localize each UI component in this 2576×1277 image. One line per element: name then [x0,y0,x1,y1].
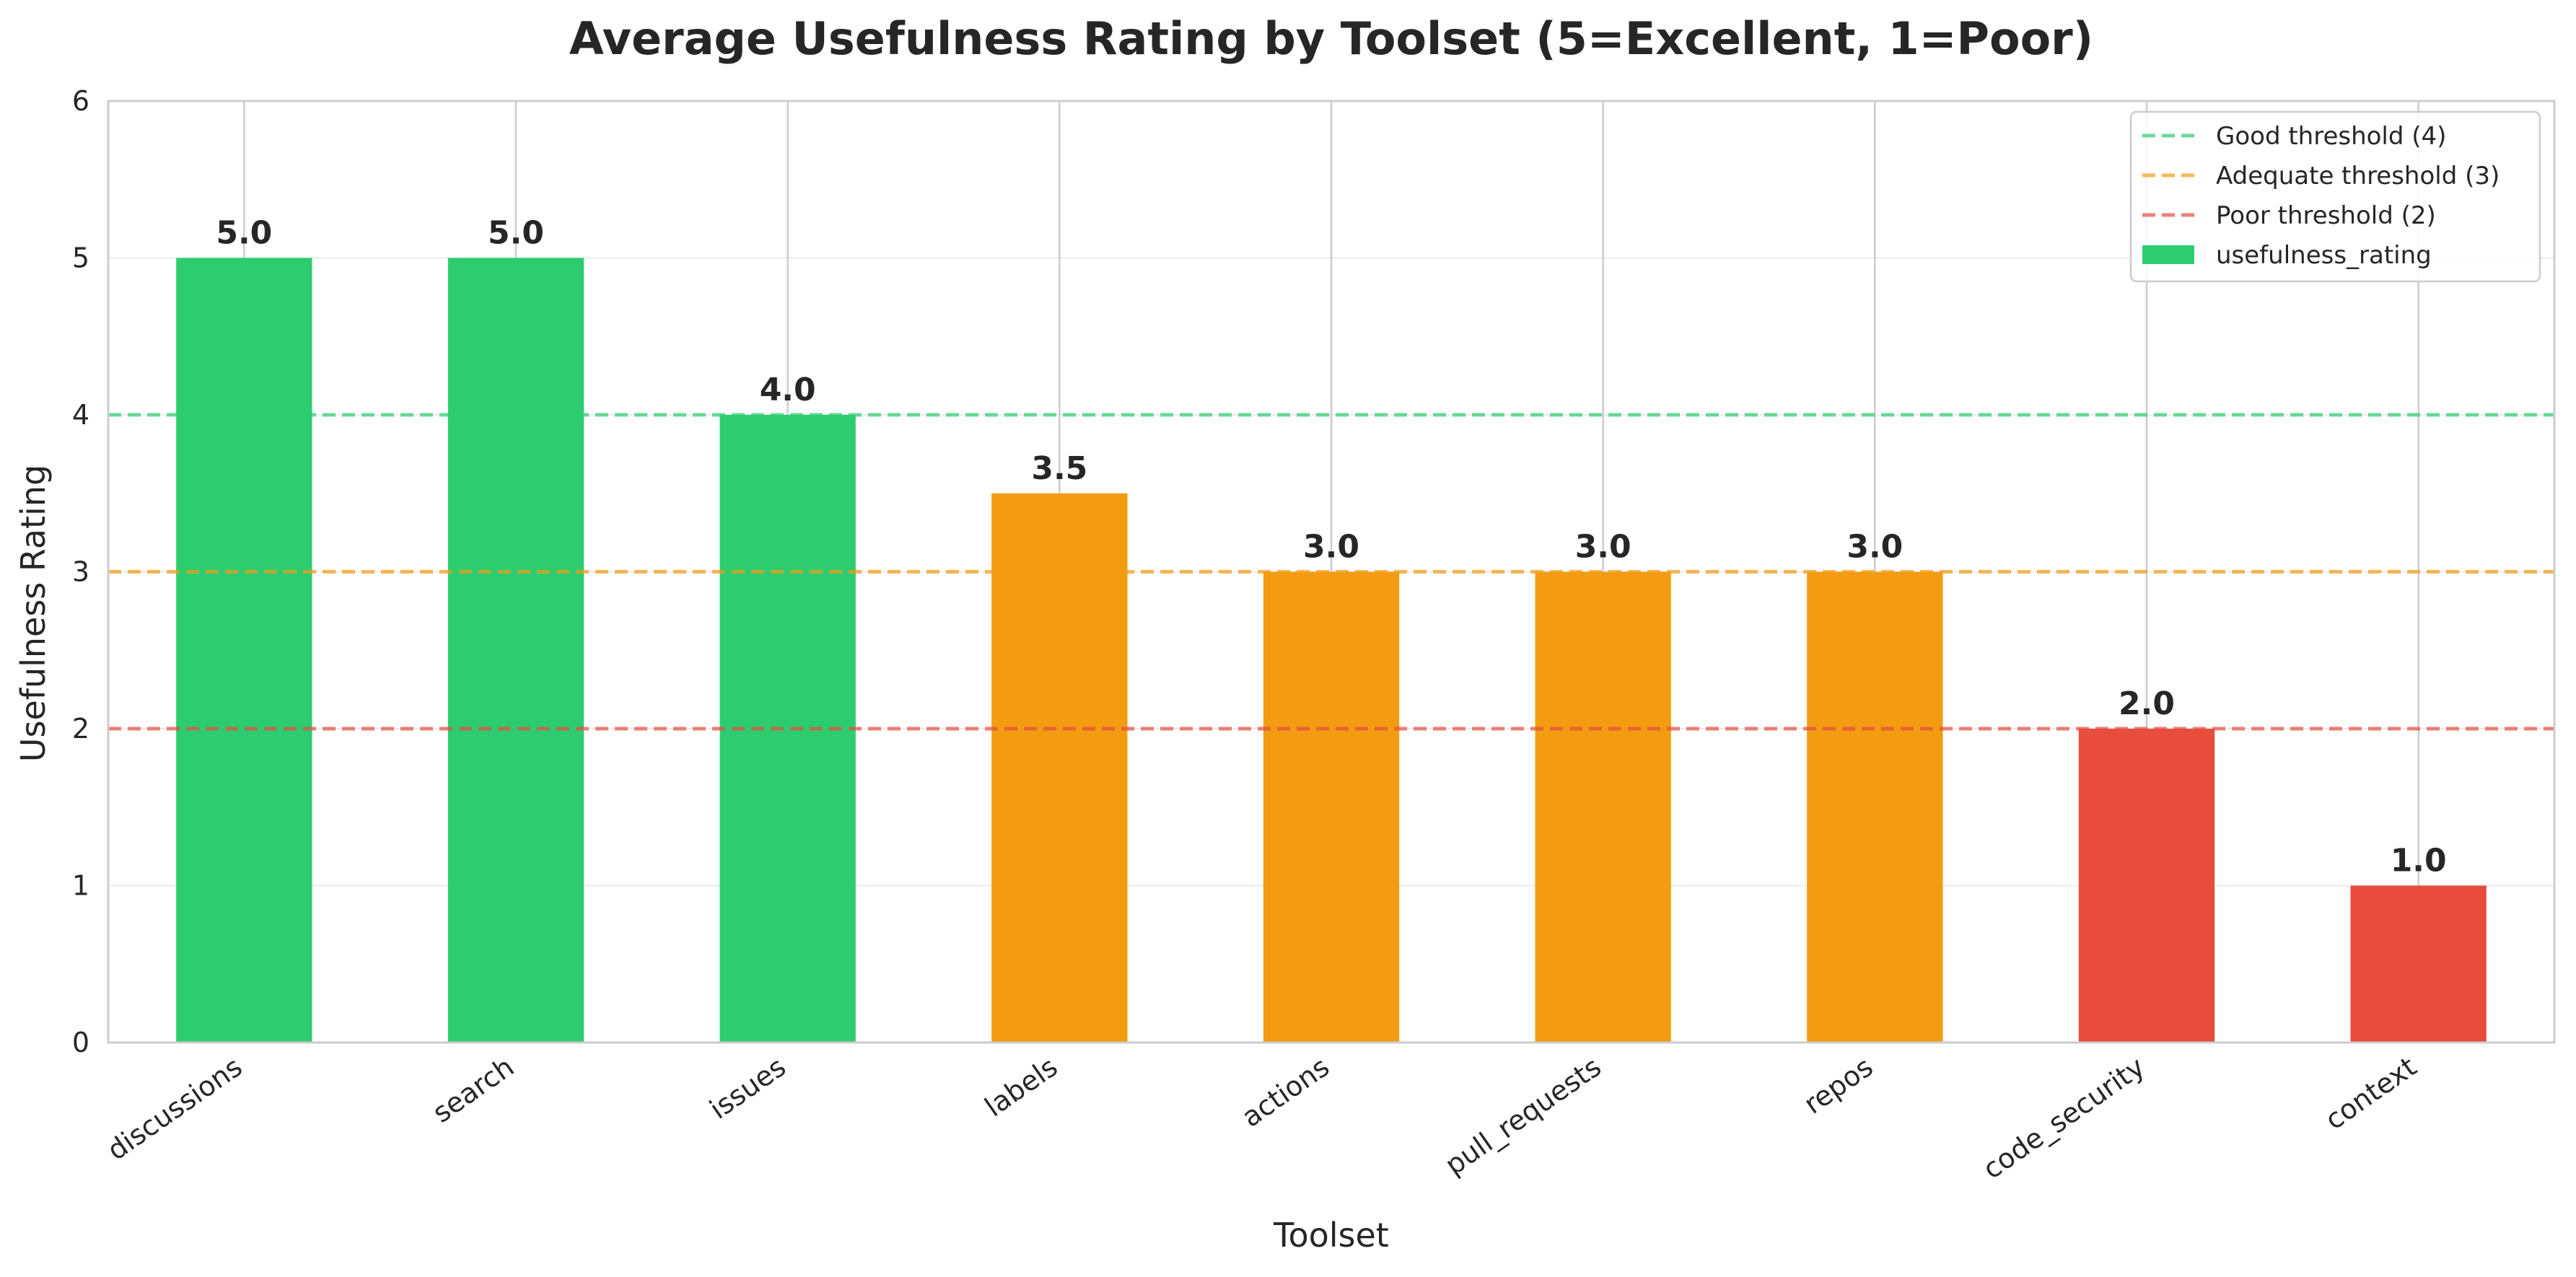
y-tick-label: 3 [72,556,89,588]
bar-search [447,258,584,1043]
legend-swatch-bar [2142,245,2194,264]
bar-repos [1807,571,1943,1043]
y-tick-label: 1 [72,870,89,902]
y-axis-label: Usefulness Rating [14,465,53,762]
bar-actions [1263,571,1400,1043]
bar-code-security [2078,729,2215,1043]
data-label: 1.0 [2391,843,2447,879]
plot-frame [107,100,2556,1044]
data-label: 2.0 [2119,685,2175,722]
bar-pull-requests [1535,571,1671,1043]
data-label: 5.0 [216,215,272,252]
y-tick-label: 4 [72,399,89,431]
y-tick-label: 5 [72,242,89,274]
chart-title: Average Usefulness Rating by Toolset (5=… [569,12,2093,65]
bar-context [2350,885,2487,1043]
legend-box [2129,110,2541,283]
legend-label: Good threshold (4) [2216,122,2446,151]
data-label: 3.5 [1031,450,1087,487]
legend-label: Adequate threshold (3) [2216,162,2500,190]
data-label: 3.0 [1303,529,1359,566]
data-label: 5.0 [488,215,544,252]
legend-label: usefulness_rating [2216,241,2432,270]
legend: Good threshold (4) Adequate threshold (3)… [2129,110,2541,283]
bar-labels [991,493,1128,1043]
legend-label: Poor threshold (2) [2216,201,2436,230]
data-label: 3.0 [1846,529,1903,566]
y-tick-label: 6 [72,85,89,117]
y-tick-label: 2 [72,713,89,745]
bar-discussions [176,258,312,1043]
data-label: 4.0 [760,372,816,408]
x-axis-label: Toolset [1273,1216,1389,1255]
y-tick-label: 0 [72,1027,89,1058]
data-label: 3.0 [1575,529,1631,566]
